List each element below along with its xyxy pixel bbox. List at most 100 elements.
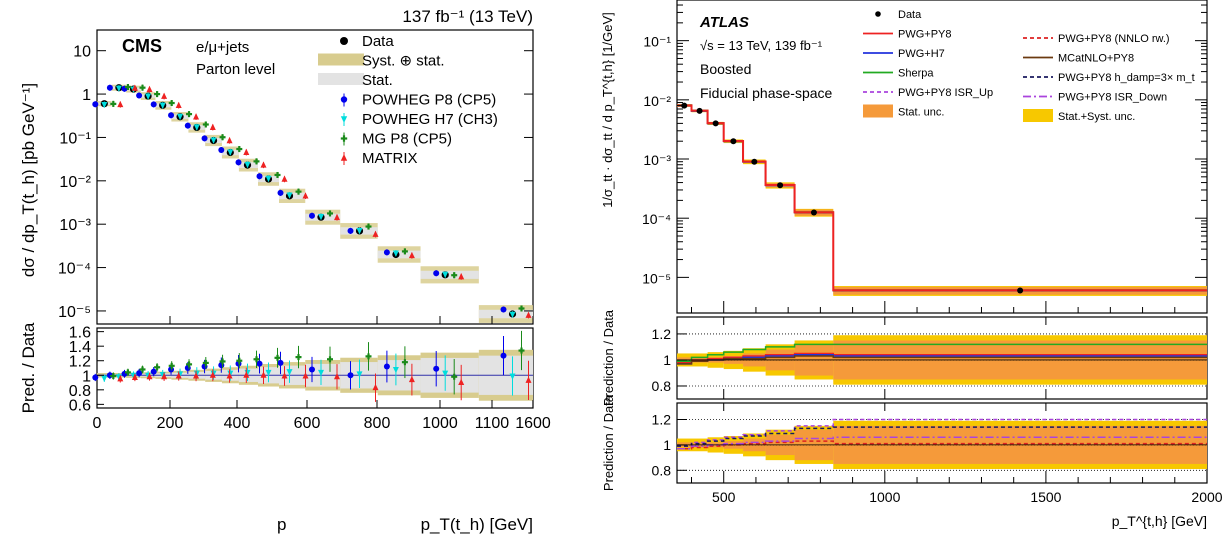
cms-point-4 bbox=[458, 273, 465, 280]
cms-point-2 bbox=[392, 250, 399, 257]
cms-ratio-point bbox=[392, 366, 399, 374]
cms-point-4 bbox=[117, 100, 124, 108]
atlas-data-point bbox=[751, 158, 758, 165]
cms-point-3 bbox=[168, 100, 175, 107]
atlas-ratio-tick-label: 1.2 bbox=[652, 412, 672, 428]
atlas-legend-label: MCatNLO+PY8 bbox=[1058, 53, 1134, 65]
atlas-data-point bbox=[712, 120, 719, 127]
cms-ratio-point bbox=[161, 372, 168, 380]
cms-ratio-point bbox=[101, 375, 108, 382]
cms-legend: Data Syst. ⊕ stat. Stat. POWHEG P8 (CP5) POW… bbox=[318, 33, 498, 167]
cms-point-4 bbox=[146, 85, 153, 93]
cms-point-1 bbox=[168, 112, 175, 119]
cms-point-3 bbox=[401, 248, 408, 255]
atlas-xlabel: p_T^{t,h} [GeV] bbox=[1112, 513, 1207, 529]
cms-ratio-point bbox=[281, 372, 288, 379]
atlas-y-tick-label: 10⁻³ bbox=[643, 152, 671, 168]
atlas-phase-space: Fiducial phase-space bbox=[700, 85, 833, 101]
cms-point-3 bbox=[139, 84, 146, 91]
atlas-region: Boosted bbox=[700, 61, 751, 77]
atlas-legend-data bbox=[875, 11, 881, 17]
atlas-y-tick-label: 10⁻¹ bbox=[643, 34, 671, 50]
cms-ratio-point bbox=[458, 378, 465, 386]
cms-x-tick-label: 200 bbox=[157, 415, 184, 432]
cms-legend-label: Data bbox=[362, 33, 394, 50]
cms-ratio-point bbox=[110, 373, 117, 379]
cms-ratio-point bbox=[327, 356, 333, 363]
atlas-legend-label: PWG+PY8 h_damp=3× m_t bbox=[1058, 72, 1195, 84]
cms-ratio-point bbox=[154, 364, 161, 371]
cms-ratio-y-tick-label: 1.2 bbox=[69, 354, 91, 371]
cms-top-frame bbox=[96, 29, 534, 325]
cms-legend-label: Stat. bbox=[362, 72, 393, 89]
cms-x-tick-label: 1100 bbox=[475, 415, 510, 432]
cms-point-4 bbox=[372, 230, 379, 237]
cms-ratio-point bbox=[302, 372, 309, 379]
cms-ratio-point bbox=[347, 372, 354, 379]
cms-point-1 bbox=[433, 270, 440, 277]
cms-ratio-point bbox=[193, 370, 200, 377]
cms-point-3 bbox=[274, 171, 281, 178]
atlas-ylabel: 1/σ_tt · dσ_tt / d p_T^{t,h} [1/GeV] bbox=[600, 12, 615, 208]
cms-ratio-point bbox=[219, 358, 226, 365]
atlas-ratio-line bbox=[677, 426, 1207, 447]
atlas-prediction-line bbox=[677, 104, 1207, 292]
atlas-ratio-line bbox=[677, 436, 1207, 450]
atlas-ratio-line bbox=[677, 343, 1207, 363]
atlas-prediction-line bbox=[677, 104, 1207, 292]
atlas-legend-label: Sherpa bbox=[898, 68, 934, 80]
atlas-legend-label: PWG+PY8 (NNLO rw.) bbox=[1058, 33, 1170, 45]
cms-point-1 bbox=[235, 159, 242, 166]
cms-ratio-point bbox=[433, 365, 440, 372]
cms-point-2 bbox=[177, 113, 184, 121]
cms-ratio-y-tick-label: 1.4 bbox=[69, 339, 91, 356]
cms-ratio-point bbox=[334, 372, 340, 380]
cms-point-4 bbox=[334, 213, 340, 221]
cms-y-tick-label: 10⁻⁵ bbox=[58, 304, 91, 321]
cms-point-1 bbox=[500, 306, 507, 313]
cms-ratio-point bbox=[131, 373, 138, 380]
cms-lumi: 137 fb⁻¹ (13 TeV) bbox=[402, 7, 533, 26]
cms-ratio-point bbox=[136, 370, 143, 377]
cms-ratio-point bbox=[372, 383, 379, 391]
atlas-experiment: ATLAS bbox=[699, 14, 749, 31]
cms-ratio-point bbox=[509, 373, 516, 380]
cms-ratio-point bbox=[150, 368, 157, 375]
cms-x-tick-label: 400 bbox=[224, 415, 251, 432]
cms-ratio-point bbox=[309, 366, 315, 373]
atlas-data-point bbox=[681, 102, 688, 109]
cms-point-2 bbox=[318, 213, 324, 221]
atlas-x-tick-label: 1000 bbox=[869, 489, 900, 505]
cms-ratio-point bbox=[253, 356, 260, 363]
cms-point-4 bbox=[408, 251, 415, 259]
atlas-ratio-tick-label: 0.8 bbox=[652, 378, 672, 394]
cms-point-4 bbox=[260, 161, 267, 168]
atlas-y-tick-label: 10⁻² bbox=[643, 93, 671, 109]
cms-y-tick-label: 10 bbox=[73, 44, 91, 61]
cms-ratio-point bbox=[451, 373, 458, 380]
atlas-data-point bbox=[777, 182, 784, 189]
atlas-prediction-line bbox=[677, 104, 1207, 292]
atlas-legend-label: Data bbox=[898, 9, 922, 21]
cms-ratio-y-tick-label: 1.6 bbox=[69, 325, 91, 342]
atlas-ratio-tick-label: 1.2 bbox=[652, 326, 672, 342]
cms-ratio-point bbox=[92, 374, 99, 381]
cms-point-3 bbox=[219, 134, 226, 141]
cms-xlabel: p_T(t_h) [GeV] bbox=[421, 515, 533, 534]
cms-ratio-point bbox=[186, 361, 193, 368]
cms-point-1 bbox=[218, 147, 225, 154]
atlas-legend-label: PWG+PY8 ISR_Up bbox=[898, 87, 993, 99]
atlas-y-tick-label: 10⁻⁴ bbox=[642, 211, 671, 227]
cms-ratio-point bbox=[260, 371, 267, 378]
cms-ratio-ylabel: Pred. / Data bbox=[19, 322, 38, 413]
atlas-legend-label: PWG+PY8 ISR_Down bbox=[1058, 92, 1167, 104]
cms-y-tick-label: 10⁻⁴ bbox=[58, 261, 91, 278]
atlas-y-tick-label: 10⁻⁵ bbox=[642, 270, 671, 286]
atlas-legend-label: Stat.+Syst. unc. bbox=[1058, 111, 1135, 123]
cms-legend-marker bbox=[340, 96, 348, 103]
atlas-data-point bbox=[1017, 287, 1024, 294]
atlas-ratio-tick-label: 1 bbox=[663, 352, 671, 368]
cms-ratio-y-tick-label: 1 bbox=[82, 368, 91, 385]
